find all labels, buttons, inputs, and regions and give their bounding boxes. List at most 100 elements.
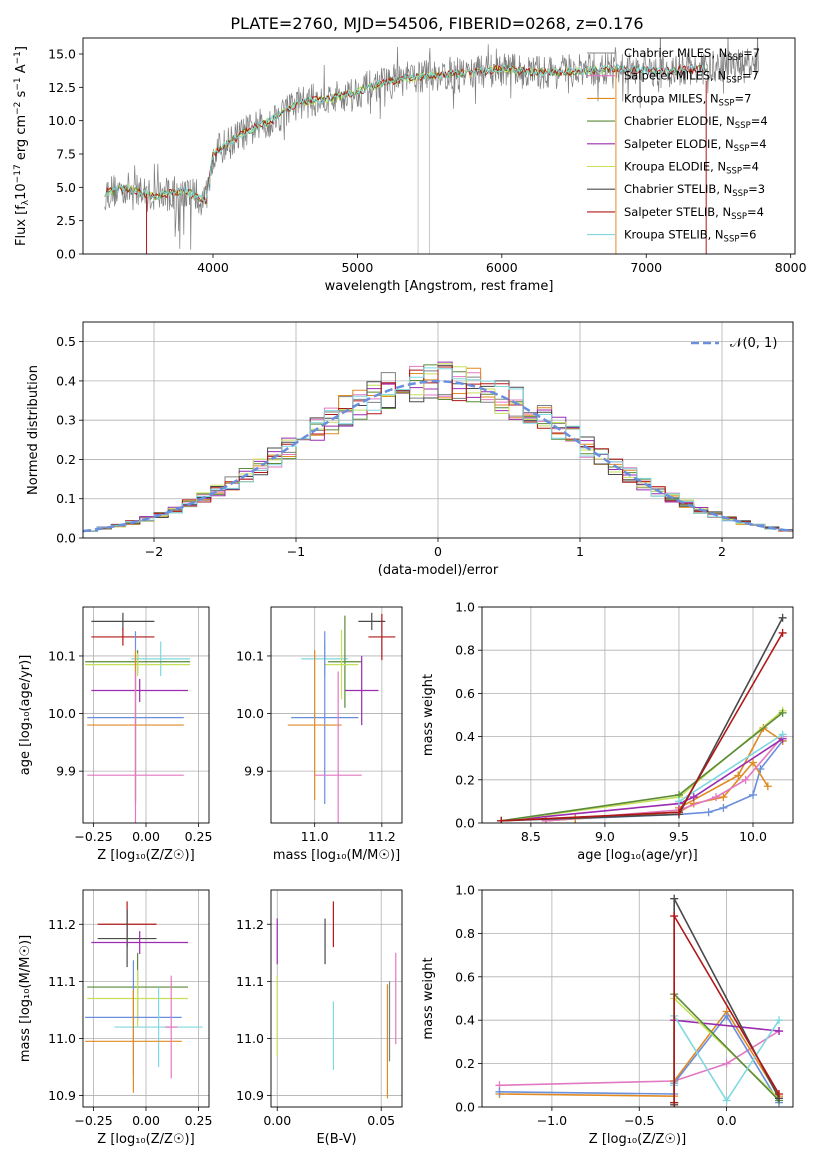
y-tick-label: 0.0 bbox=[455, 1100, 475, 1115]
legend-entry-chabrier_stelib: Chabrier STELIB, NSSP=3 bbox=[624, 182, 765, 199]
plot-area-massweight_vs_age bbox=[482, 607, 793, 823]
y-tick-label: 0.8 bbox=[455, 643, 475, 658]
y-tick-label: 10.0 bbox=[48, 113, 76, 128]
y-tick-label: 0.0 bbox=[455, 816, 475, 831]
y-tick-label: 0.6 bbox=[455, 969, 475, 984]
series-point-kroupa_stelib bbox=[778, 730, 787, 739]
series-point-salpeter_stelib bbox=[670, 1098, 679, 1107]
series-line-kroupa_stelib bbox=[678, 733, 784, 803]
series-point-kroupa_stelib bbox=[775, 1016, 784, 1025]
spectrum-data-line bbox=[104, 38, 759, 250]
x-tick-label: 0.0 bbox=[717, 1113, 737, 1128]
axes-age_vs_Z: −0.25 0.00 0.25 9.9 10.0 10.1 Z [log₁₀(Z/Z☉)] a… bbox=[18, 606, 213, 863]
y-tick-label: 0.3 bbox=[56, 413, 76, 428]
x-tick-label: 10.0 bbox=[739, 829, 767, 844]
spectrum-model-kroupa_stelib bbox=[104, 64, 707, 204]
plot-area-age_vs_mass bbox=[271, 607, 402, 823]
spectrum-model-chabrier_elodie bbox=[104, 64, 708, 203]
x-tick-label: −1 bbox=[287, 544, 305, 559]
y-tick-label: 11.1 bbox=[48, 974, 76, 989]
axes-frame bbox=[82, 321, 794, 539]
axes-frame bbox=[82, 606, 210, 824]
x-axis-label: Z [log₁₀(Z/Z☉)] bbox=[97, 848, 194, 863]
histogram-salpeter_stelib bbox=[83, 366, 793, 532]
axes-frame bbox=[82, 37, 796, 255]
series-point-salpeter_miles bbox=[711, 793, 720, 802]
series-point-kroupa_miles bbox=[763, 782, 772, 791]
series-point-miles_blue bbox=[719, 803, 728, 812]
y-tick-label: 11.0 bbox=[48, 1031, 76, 1046]
y-axis-label: Flux [fλ10−17 erg cm−2 s−1 A−1] bbox=[13, 46, 31, 246]
x-axis-label: age [log₁₀(age/yr)] bbox=[577, 848, 698, 863]
y-tick-label: 9.9 bbox=[56, 764, 76, 779]
series-point-miles_blue bbox=[704, 808, 713, 817]
x-tick-label: −0.5 bbox=[624, 1113, 654, 1128]
x-tick-label: 0.25 bbox=[185, 829, 213, 844]
legend-entry-salpeter_stelib: Salpeter STELIB, NSSP=4 bbox=[624, 205, 764, 222]
y-axis-label: mass weight bbox=[421, 957, 436, 1039]
y-axis-label: mass [log₁₀(M/M☉)] bbox=[18, 935, 33, 1062]
x-tick-label: −1.0 bbox=[537, 1113, 567, 1128]
x-axis-label: Z [log₁₀(Z/Z☉)] bbox=[589, 1132, 686, 1147]
series-point-kroupa_miles bbox=[734, 771, 743, 780]
x-tick-label: 11.0 bbox=[301, 829, 329, 844]
y-tick-label: 1.0 bbox=[455, 883, 475, 898]
y-tick-label: 0.4 bbox=[56, 373, 76, 388]
y-tick-label: 11.2 bbox=[236, 917, 264, 932]
gaussian-curve bbox=[83, 380, 793, 533]
axes-frame bbox=[270, 606, 403, 824]
y-tick-label: 11.1 bbox=[236, 974, 264, 989]
x-tick-label: 7000 bbox=[630, 260, 662, 275]
series-point-miles_blue bbox=[749, 790, 758, 799]
x-tick-label: 0.25 bbox=[185, 1113, 213, 1128]
spectrum-model-kroupa_elodie bbox=[104, 64, 618, 206]
y-tick-label: 1.0 bbox=[455, 600, 475, 615]
x-tick-label: 9.0 bbox=[595, 829, 615, 844]
series-point-chabrier_stelib bbox=[670, 894, 679, 903]
plot-area-spectrum bbox=[104, 38, 759, 254]
y-tick-label: 5.0 bbox=[56, 180, 76, 195]
x-tick-label: 11.2 bbox=[368, 829, 396, 844]
series-point-salpeter_miles bbox=[722, 1059, 731, 1068]
y-axis-label: Normed distribution bbox=[26, 365, 41, 495]
legend-entry-salpeter_elodie: Salpeter ELODIE, NSSP=4 bbox=[624, 137, 767, 154]
y-tick-label: 7.5 bbox=[56, 147, 76, 162]
series-point-salpeter_stelib bbox=[674, 808, 683, 817]
legend-gaussian-label: 𝒩(0, 1) bbox=[730, 336, 777, 351]
plot-area-massweight_vs_Z bbox=[482, 890, 793, 1107]
y-tick-label: 10.0 bbox=[236, 706, 264, 721]
series-point-salpeter_elodie bbox=[775, 1027, 784, 1036]
y-tick-label: 0.2 bbox=[455, 772, 475, 787]
legend-entry-kroupa_stelib: Kroupa STELIB, NSSP=6 bbox=[624, 228, 756, 245]
axes-age_vs_mass: 11.0 11.2 9.9 10.0 10.1 mass [log₁₀(M/M☉)] bbox=[236, 606, 403, 863]
x-tick-label: 5000 bbox=[341, 260, 373, 275]
x-tick-label: 1 bbox=[576, 544, 584, 559]
axes-residuals: −2 −1 0 1 2 0.0 0.1 0.2 0.3 0.4 0.5 (data-model)/er… bbox=[26, 321, 794, 578]
x-axis-label: E(B-V) bbox=[316, 1132, 356, 1147]
axes-frame bbox=[481, 606, 794, 824]
x-tick-label: −0.25 bbox=[74, 829, 112, 844]
x-tick-label: 0.00 bbox=[132, 829, 160, 844]
axes-mass_vs_Z: −0.25 0.00 0.25 10.9 11.0 11.1 11.2 Z [log₁₀(Z/… bbox=[18, 889, 213, 1147]
y-tick-label: 12.5 bbox=[48, 80, 76, 95]
y-tick-label: 11.0 bbox=[236, 1031, 264, 1046]
series-point-salpeter_miles bbox=[741, 775, 750, 784]
y-tick-label: 0.1 bbox=[56, 491, 76, 506]
series-point-salpeter_stelib bbox=[497, 816, 506, 823]
y-tick-label: 0.0 bbox=[56, 531, 76, 546]
axes-mass_vs_EBV: 0.00 0.05 10.9 11.0 11.1 11.2 E(B-V) bbox=[236, 889, 403, 1147]
y-tick-label: 11.2 bbox=[48, 917, 76, 932]
x-tick-label: 8.5 bbox=[521, 829, 541, 844]
y-tick-label: 10.9 bbox=[48, 1088, 76, 1103]
x-tick-label: −2 bbox=[145, 544, 163, 559]
x-axis-label: (data-model)/error bbox=[378, 563, 499, 578]
series-point-salpeter_stelib bbox=[775, 1089, 784, 1098]
x-tick-label: 2 bbox=[718, 544, 726, 559]
x-tick-label: 0.05 bbox=[367, 1113, 395, 1128]
x-axis-label: Z [log₁₀(Z/Z☉)] bbox=[97, 1132, 194, 1147]
series-point-kroupa_stelib bbox=[722, 1096, 731, 1105]
plot-area-residuals bbox=[83, 322, 793, 538]
x-axis-label: mass [log₁₀(M/M☉)] bbox=[273, 848, 400, 863]
x-tick-label: 0.00 bbox=[132, 1113, 160, 1128]
x-tick-label: −0.25 bbox=[74, 1113, 112, 1128]
